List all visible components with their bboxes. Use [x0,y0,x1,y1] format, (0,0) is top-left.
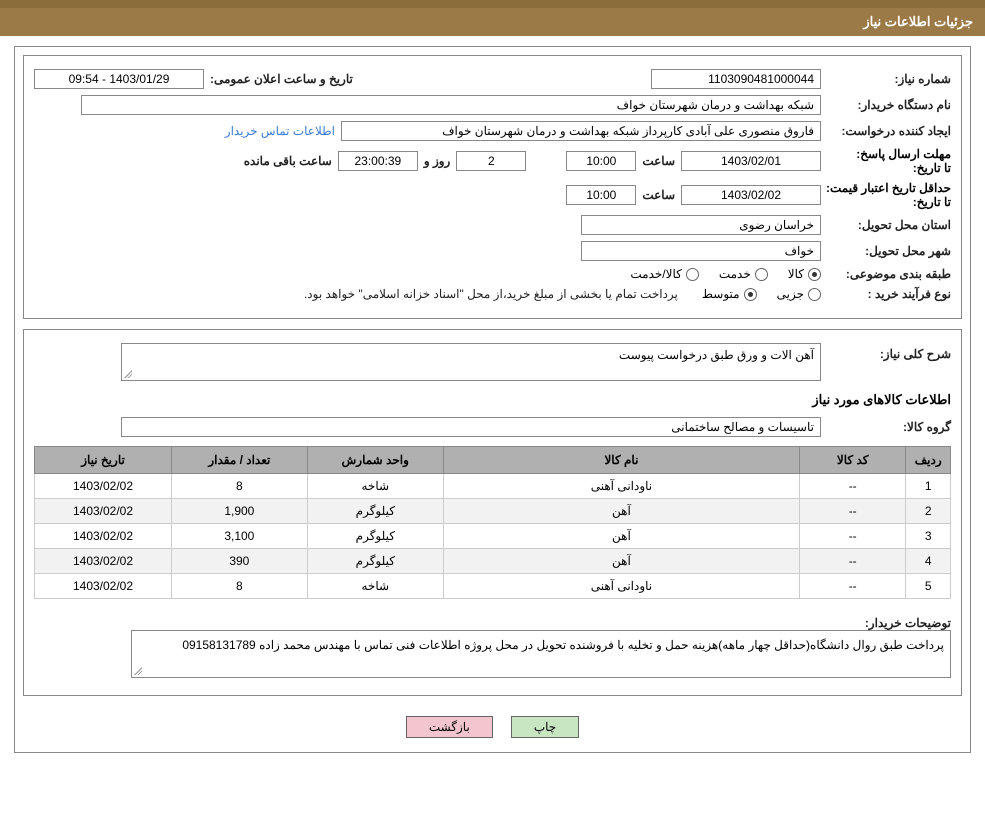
radio-service[interactable] [755,268,768,281]
min-validity-date-value: 1403/02/02 [681,185,821,205]
days-label: روز و [418,154,457,168]
table-row: 3--آهنکیلوگرم3,1001403/02/02 [35,524,951,549]
cell-unit: شاخه [307,474,443,499]
cell-code: -- [800,524,906,549]
cell-qty: 8 [172,474,308,499]
announce-label: تاریخ و ساعت اعلان عمومی: [204,72,359,86]
top-accent-bar [0,0,985,8]
goods-group-label: گروه کالا: [821,420,951,434]
th-date: تاریخ نیاز [35,447,172,474]
cell-unit: کیلوگرم [307,499,443,524]
reply-date-value: 1403/02/01 [681,151,821,171]
cell-idx: 2 [906,499,951,524]
action-buttons: چاپ بازگشت [23,706,962,744]
cell-unit: کیلوگرم [307,549,443,574]
table-row: 2--آهنکیلوگرم1,9001403/02/02 [35,499,951,524]
radio-medium-label: متوسط [702,287,740,301]
goods-table: ردیف کد کالا نام کالا واحد شمارش تعداد /… [34,446,951,599]
cell-unit: شاخه [307,574,443,599]
cell-code: -- [800,499,906,524]
radio-service-label: خدمت [719,267,751,281]
min-validity-label: حداقل تاریخ اعتبار قیمت: تا تاریخ: [821,181,951,209]
reply-deadline-label: مهلت ارسال پاسخ: تا تاریخ: [821,147,951,175]
description-panel: شرح کلی نیاز: آهن الات و ورق طبق درخواست… [23,329,962,696]
back-button[interactable]: بازگشت [406,716,493,738]
cell-name: آهن [443,549,799,574]
cell-qty: 1,900 [172,499,308,524]
cell-code: -- [800,574,906,599]
cell-name: ناودانی آهنی [443,474,799,499]
th-qty: تعداد / مقدار [172,447,308,474]
goods-info-title: اطلاعات کالاهای مورد نیاز [34,384,951,414]
table-row: 5--ناودانی آهنیشاخه81403/02/02 [35,574,951,599]
creator-label: ایجاد کننده درخواست: [821,124,951,138]
cell-date: 1403/02/02 [35,524,172,549]
th-unit: واحد شمارش [307,447,443,474]
min-validity-time-label: ساعت [636,188,681,202]
cell-qty: 8 [172,574,308,599]
city-label: شهر محل تحویل: [821,244,951,258]
process-type-label: نوع فرآیند خرید : [821,287,951,301]
th-name: نام کالا [443,447,799,474]
buyer-notes-label: توضیحات خریدار: [821,612,951,630]
cell-unit: کیلوگرم [307,524,443,549]
need-number-value: 1103090481000044 [651,69,821,89]
creator-value: فاروق منصوری علی آبادی کارپرداز شبکه بهد… [341,121,821,141]
cell-code: -- [800,549,906,574]
city-value: خواف [581,241,821,261]
radio-goods-service[interactable] [686,268,699,281]
th-index: ردیف [906,447,951,474]
cell-date: 1403/02/02 [35,474,172,499]
reply-time-value: 10:00 [566,151,636,171]
radio-goods-label: کالا [788,267,804,281]
cell-idx: 1 [906,474,951,499]
province-value: خراسان رضوی [581,215,821,235]
radio-minor-label: جزیی [777,287,804,301]
buyer-device-label: نام دستگاه خریدار: [821,98,951,112]
buyer-contact-link[interactable]: اطلاعات تماس خریدار [225,124,341,138]
cell-qty: 3,100 [172,524,308,549]
reply-time-label: ساعت [636,154,681,168]
cell-date: 1403/02/02 [35,549,172,574]
cell-date: 1403/02/02 [35,574,172,599]
cell-date: 1403/02/02 [35,499,172,524]
remaining-label: ساعت باقی مانده [238,154,338,168]
table-row: 4--آهنکیلوگرم3901403/02/02 [35,549,951,574]
page-title-bar: جزئیات اطلاعات نیاز [0,8,985,36]
radio-minor[interactable] [808,288,821,301]
cell-name: آهن [443,524,799,549]
classification-radios: کالا خدمت کالا/خدمت [614,267,821,281]
classification-label: طبقه بندی موضوعی: [821,267,951,281]
cell-idx: 3 [906,524,951,549]
announce-value: 1403/01/29 - 09:54 [34,69,204,89]
cell-code: -- [800,474,906,499]
print-button[interactable]: چاپ [511,716,579,738]
process-note: پرداخت تمام یا بخشی از مبلغ خرید،از محل … [304,287,686,301]
main-panel: شماره نیاز: 1103090481000044 تاریخ و ساع… [14,46,971,753]
radio-goods-service-label: کالا/خدمت [630,267,681,281]
cell-idx: 4 [906,549,951,574]
buyer-device-value: شبکه بهداشت و درمان شهرستان خواف [81,95,821,115]
days-remaining-value: 2 [456,151,526,171]
table-row: 1--ناودانی آهنیشاخه81403/02/02 [35,474,951,499]
cell-qty: 390 [172,549,308,574]
cell-name: ناودانی آهنی [443,574,799,599]
need-info-panel: شماره نیاز: 1103090481000044 تاریخ و ساع… [23,55,962,319]
province-label: استان محل تحویل: [821,218,951,232]
min-validity-time-value: 10:00 [566,185,636,205]
general-desc-label: شرح کلی نیاز: [821,343,951,361]
buyer-notes-value[interactable]: پرداخت طبق روال دانشگاه(حداقل چهار ماهه)… [131,630,951,678]
radio-goods[interactable] [808,268,821,281]
radio-medium[interactable] [744,288,757,301]
cell-idx: 5 [906,574,951,599]
page-title: جزئیات اطلاعات نیاز [863,14,973,29]
goods-group-value: تاسیسات و مصالح ساختمانی [121,417,821,437]
cell-name: آهن [443,499,799,524]
th-code: کد کالا [800,447,906,474]
need-number-label: شماره نیاز: [821,72,951,86]
countdown-value: 23:00:39 [338,151,418,171]
process-type-radios: جزیی متوسط [686,287,821,301]
general-desc-value[interactable]: آهن الات و ورق طبق درخواست پیوست [121,343,821,381]
